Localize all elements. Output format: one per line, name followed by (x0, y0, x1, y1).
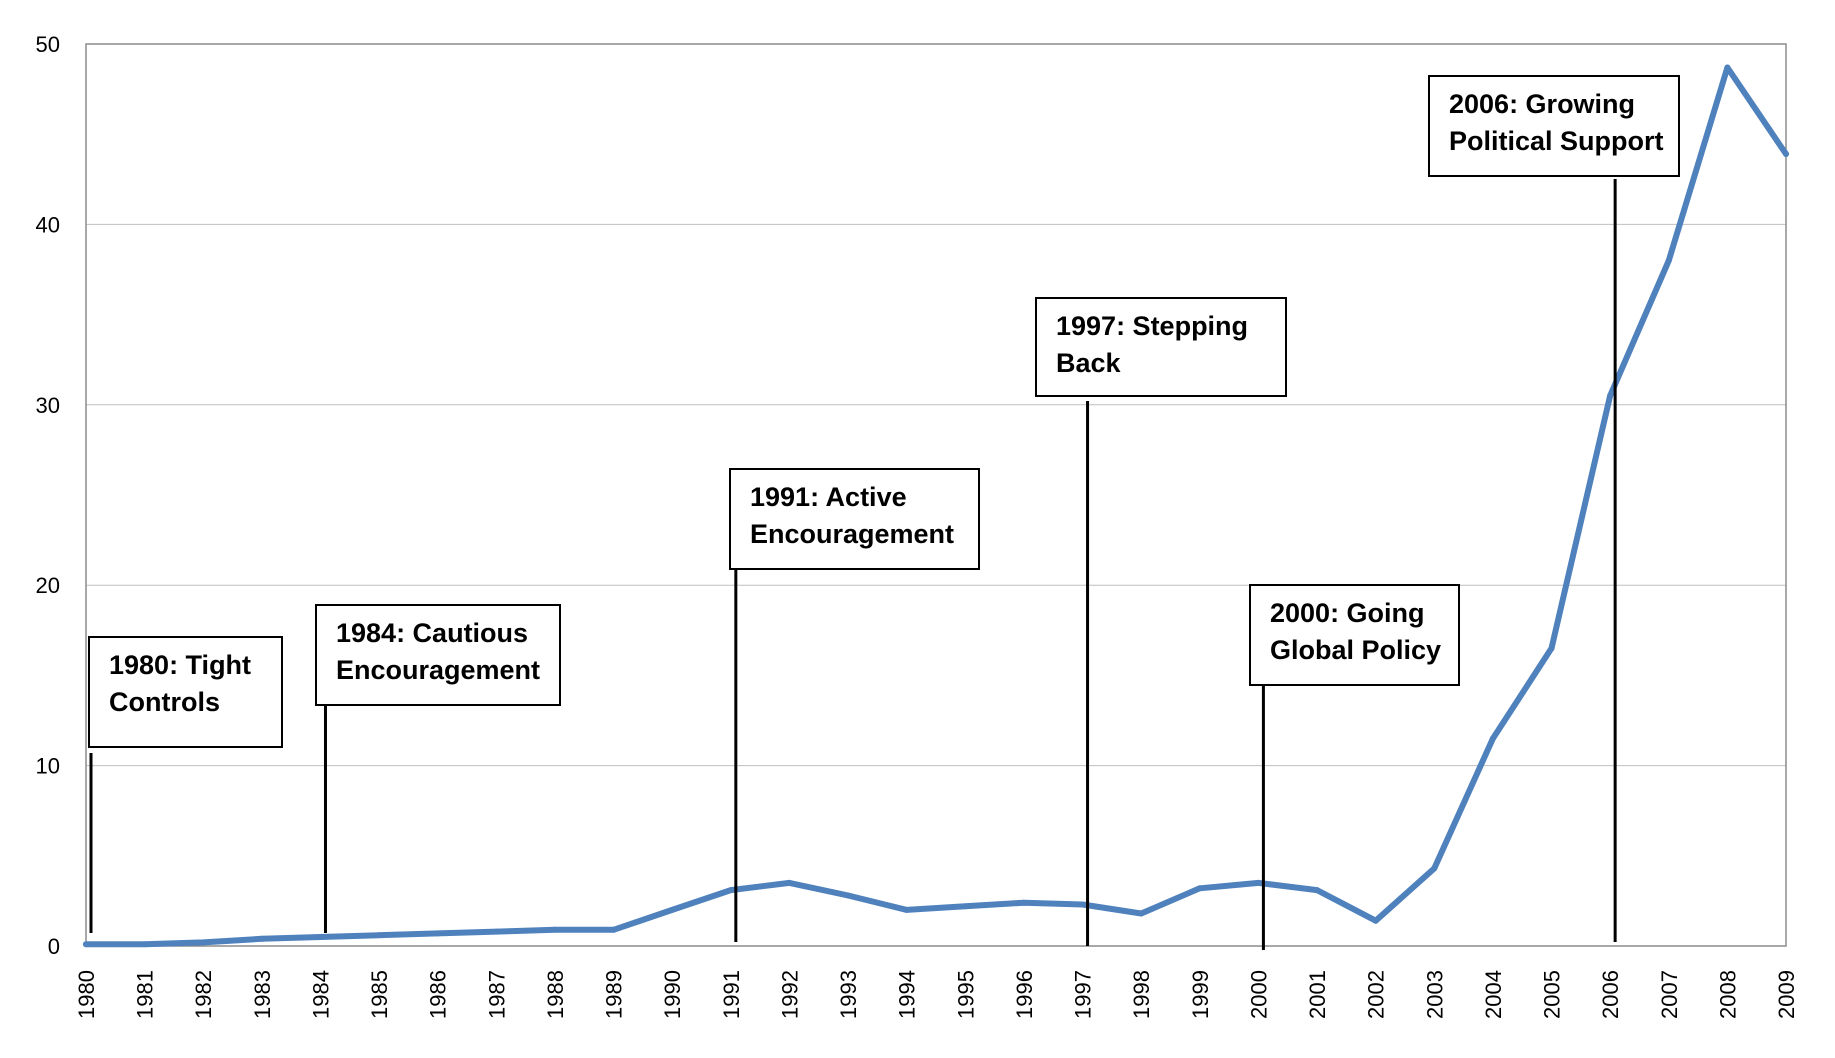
x-tick-label: 1987 (484, 970, 509, 1019)
data-point (258, 935, 265, 942)
data-point (1314, 887, 1321, 894)
x-tick-label: 2008 (1715, 970, 1740, 1019)
data-point (1724, 64, 1731, 71)
data-point (669, 906, 676, 913)
data-point (1255, 879, 1262, 886)
x-tick-label: 2001 (1305, 970, 1330, 1019)
data-point (317, 933, 324, 940)
annotation-text: Political Support (1449, 126, 1664, 156)
x-tick-label: 1985 (367, 970, 392, 1019)
annotation-text: Encouragement (750, 519, 954, 549)
data-point (903, 906, 910, 913)
annotation-text: Encouragement (336, 655, 540, 685)
annotation-2006: 2006: Growing Political Support (1428, 75, 1680, 942)
annotation-text: 1997: Stepping (1056, 311, 1248, 341)
annotation-1980: 1980: Tight Controls (88, 636, 283, 933)
annotation-1997: 1997: Stepping Back (1035, 297, 1287, 946)
x-tick-label: 1989 (602, 970, 627, 1019)
x-tick-label: 2009 (1774, 970, 1799, 1019)
x-tick-label: 1995 (953, 970, 978, 1019)
y-tick-label: 50 (36, 32, 60, 57)
data-point (141, 941, 148, 948)
x-tick-label: 2002 (1364, 970, 1389, 1019)
x-tick-label: 2006 (1598, 970, 1623, 1019)
y-tick-label: 20 (36, 573, 60, 598)
data-point (83, 941, 89, 948)
annotation-text: Back (1056, 348, 1122, 378)
plot-area (85, 43, 1787, 947)
annotation-text: 1984: Cautious (336, 618, 528, 648)
annotation-box (1428, 75, 1680, 177)
data-point (727, 887, 734, 894)
data-point (786, 879, 793, 886)
annotation-text: 1980: Tight (109, 650, 251, 680)
x-tick-label: 1980 (74, 970, 99, 1019)
annotation-2000: 2000: Going Global Policy (1249, 584, 1460, 950)
annotation-box (315, 604, 561, 706)
annotation-1984: 1984: Cautious Encouragement (315, 604, 561, 933)
x-tick-label: 1988 (543, 970, 568, 1019)
annotation-box (1035, 297, 1287, 397)
y-tick-label: 0 (48, 934, 60, 959)
data-point (1138, 910, 1145, 917)
x-tick-label: 1996 (1012, 970, 1037, 1019)
annotation-text: Controls (109, 687, 220, 717)
data-point (962, 903, 969, 910)
annotation-box (88, 636, 283, 748)
annotation-text: 2000: Going (1270, 598, 1425, 628)
data-point (200, 939, 207, 946)
x-tick-label: 1999 (1188, 970, 1213, 1019)
x-tick-label: 2005 (1540, 970, 1565, 1019)
data-point (1783, 151, 1789, 158)
data-point (1079, 901, 1086, 908)
annotation-1991: 1991: Active Encouragement (729, 468, 980, 942)
data-point (1020, 899, 1027, 906)
annotation-text: 1991: Active (750, 482, 907, 512)
x-tick-label: 1993 (836, 970, 861, 1019)
annotation-box (1249, 584, 1460, 686)
x-tick-label: 1992 (777, 970, 802, 1019)
data-point (1548, 645, 1555, 652)
x-tick-label: 1997 (1071, 970, 1096, 1019)
y-tick-label: 30 (36, 393, 60, 418)
data-point (376, 932, 383, 939)
data-point (1665, 257, 1672, 264)
data-point (1372, 917, 1379, 924)
x-tick-label: 2003 (1422, 970, 1447, 1019)
gridlines (86, 223, 1786, 767)
data-point (845, 892, 852, 899)
x-axis: 1980 1981 1982 1983 1984 1985 1986 1987 1988 1989… (74, 970, 1799, 1019)
x-tick-label: 1986 (426, 970, 451, 1019)
x-tick-label: 1998 (1129, 970, 1154, 1019)
annotations: 1980: Tight Controls 1984: Cautious Encoura… (88, 75, 1680, 950)
x-tick-label: 1982 (191, 970, 216, 1019)
x-tick-label: 1984 (308, 970, 333, 1019)
x-tick-label: 2000 (1246, 970, 1271, 1019)
x-tick-label: 2007 (1657, 970, 1682, 1019)
data-point (610, 926, 617, 933)
data-point (1196, 885, 1203, 892)
annotation-text: Global Policy (1270, 635, 1441, 665)
data-point (1431, 865, 1438, 872)
x-tick-label: 1981 (133, 970, 158, 1019)
y-axis: 0 10 20 30 40 50 (36, 32, 60, 959)
y-tick-label: 40 (36, 212, 60, 237)
data-point (1607, 392, 1614, 399)
series-group (83, 64, 1789, 948)
x-tick-label: 1983 (250, 970, 275, 1019)
data-point (493, 928, 500, 935)
annotation-box (729, 468, 980, 570)
data-point (551, 926, 558, 933)
x-tick-label: 2004 (1481, 970, 1506, 1019)
data-point (1489, 735, 1496, 742)
y-tick-label: 10 (36, 754, 60, 779)
x-tick-label: 1990 (660, 970, 685, 1019)
annotation-text: 2006: Growing (1449, 89, 1635, 119)
x-tick-label: 1994 (895, 970, 920, 1019)
x-tick-label: 1991 (719, 970, 744, 1019)
data-point (434, 930, 441, 937)
series-line-0 (83, 64, 1789, 948)
